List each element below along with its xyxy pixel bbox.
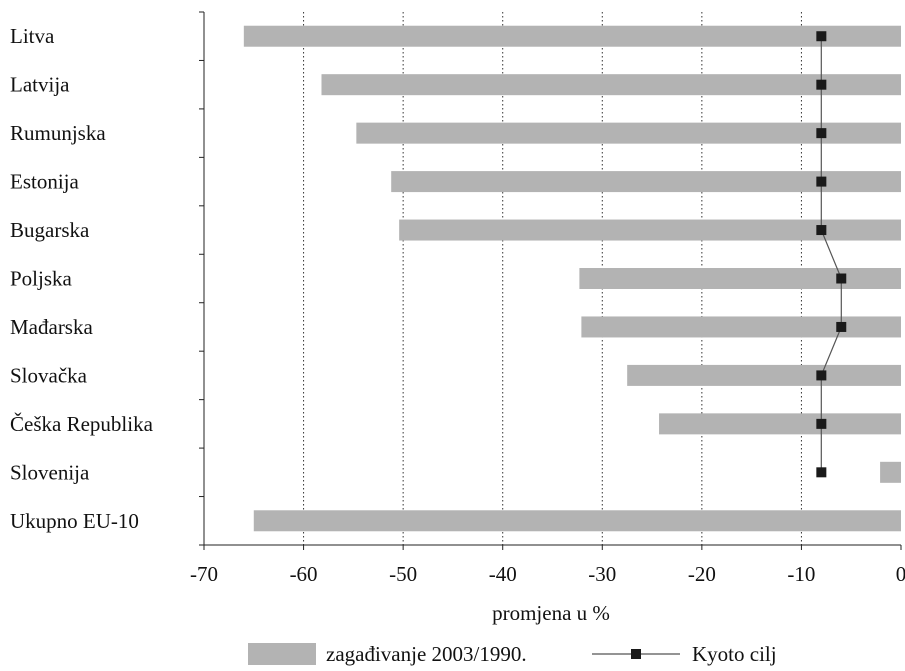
category-label: Litva <box>10 24 55 48</box>
bar <box>399 219 901 241</box>
bars <box>243 25 902 532</box>
grid-lines <box>303 12 802 545</box>
bar <box>880 461 901 483</box>
category-label: Slovačka <box>10 363 88 387</box>
legend-label-bar: zagađivanje 2003/1990. <box>326 642 527 666</box>
kyoto-marker <box>816 79 827 90</box>
kyoto-line <box>816 31 847 478</box>
bar <box>581 316 901 338</box>
legend-label-line: Kyoto cilj <box>692 642 777 666</box>
kyoto-marker <box>816 225 827 236</box>
x-tick-label: -10 <box>787 562 815 586</box>
kyoto-marker <box>816 467 827 478</box>
category-label: Rumunjska <box>10 121 106 145</box>
legend-swatch-bar <box>248 643 316 665</box>
kyoto-marker <box>816 418 827 429</box>
x-tick-label: -60 <box>290 562 318 586</box>
bar <box>356 122 901 144</box>
category-label: Latvija <box>10 73 70 97</box>
x-tick-label: -50 <box>389 562 417 586</box>
kyoto-marker <box>816 31 827 42</box>
legend: zagađivanje 2003/1990. Kyoto cilj <box>248 642 777 666</box>
bar <box>321 74 902 96</box>
category-label: Mađarska <box>10 315 93 339</box>
kyoto-marker <box>836 273 847 284</box>
kyoto-series-line <box>820 36 842 473</box>
bar <box>253 510 902 532</box>
x-tick-label: 0 <box>896 562 905 586</box>
category-label: Bugarska <box>10 218 90 242</box>
bar <box>627 364 901 386</box>
bar <box>391 171 901 193</box>
category-label: Poljska <box>10 267 73 291</box>
bar <box>659 413 901 435</box>
legend-swatch-marker <box>631 649 641 659</box>
x-tick-label: -30 <box>588 562 616 586</box>
x-tick-label: -70 <box>190 562 218 586</box>
category-label: Estonija <box>10 170 80 194</box>
labels: -70 -60 -50 -40 -30 -20 -10 0 Litva Latvija Rumunj… <box>10 24 905 586</box>
kyoto-marker <box>836 321 847 332</box>
x-tick-label: -40 <box>489 562 517 586</box>
axes <box>199 11 902 550</box>
kyoto-marker <box>816 128 827 139</box>
x-axis-title: promjena u % <box>492 601 610 625</box>
category-label: Češka Republika <box>10 412 154 436</box>
x-tick-label: -20 <box>688 562 716 586</box>
kyoto-marker <box>816 176 827 187</box>
category-label: Ukupno EU-10 <box>10 509 139 533</box>
bar <box>579 268 901 289</box>
bar <box>243 25 902 47</box>
category-label: Slovenija <box>10 460 90 484</box>
kyoto-marker <box>816 370 827 381</box>
